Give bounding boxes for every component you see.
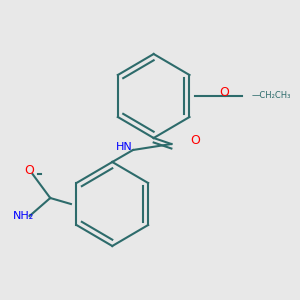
Text: NH₂: NH₂	[13, 211, 34, 221]
Text: O: O	[25, 164, 34, 178]
Text: O: O	[190, 134, 200, 148]
Text: HN: HN	[116, 142, 133, 152]
Text: O: O	[220, 86, 230, 100]
Text: —CH₂CH₃: —CH₂CH₃	[251, 92, 290, 100]
